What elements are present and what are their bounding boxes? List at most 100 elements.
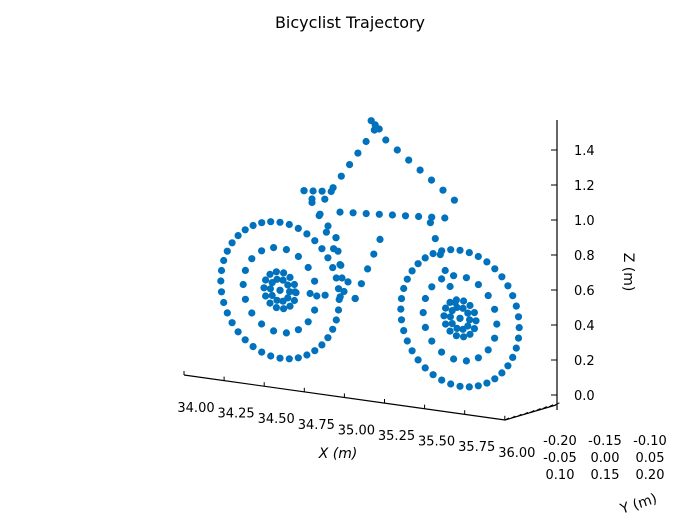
rear-wheel-point xyxy=(318,245,326,253)
seat-point xyxy=(327,187,335,196)
y-tick-label: 0.10 xyxy=(546,468,575,483)
torso-point xyxy=(346,161,354,169)
front-wheel-point xyxy=(442,304,450,312)
seat-tube-point xyxy=(351,294,359,303)
front-wheel-point xyxy=(421,323,429,331)
seat-tube-point xyxy=(322,228,330,236)
top-tube-point xyxy=(336,208,344,216)
rear-wheel-point xyxy=(270,244,278,252)
front-wheel-point xyxy=(470,309,478,317)
front-wheel-point xyxy=(509,353,517,361)
front-wheel-point xyxy=(438,376,446,384)
front-wheel-point xyxy=(514,313,523,321)
rear-wheel-point xyxy=(311,277,319,285)
rear-wheel-point xyxy=(268,279,276,287)
chain-stay-point xyxy=(321,291,329,299)
rear-wheel-point xyxy=(258,219,266,227)
rear-wheel-point xyxy=(241,336,249,344)
arm-point xyxy=(416,166,424,174)
top-tube-point xyxy=(349,209,357,217)
front-wheel-point xyxy=(440,312,448,320)
rear-wheel-point xyxy=(324,334,332,342)
front-wheel-point xyxy=(470,325,478,333)
rear-wheel-point xyxy=(223,309,231,317)
rear-wheel-point xyxy=(272,304,280,312)
y-tick xyxy=(504,417,510,421)
front-wheel-point xyxy=(397,295,406,303)
rear-wheel-point xyxy=(258,247,266,255)
front-wheel-point xyxy=(408,347,416,355)
front-wheel-point xyxy=(474,252,482,261)
seat-point xyxy=(318,187,326,195)
x-tick-label: 35.75 xyxy=(458,440,495,455)
front-wheel-point xyxy=(484,346,492,354)
front-wheel-point xyxy=(491,334,499,342)
fork-point xyxy=(436,251,444,259)
arm-point xyxy=(393,146,401,154)
front-wheel-point xyxy=(400,284,408,293)
front-wheel-point xyxy=(498,369,506,377)
y-tick-label: 0.05 xyxy=(636,451,665,466)
front-wheel-point xyxy=(421,364,429,372)
front-wheel-point xyxy=(462,274,470,282)
fork-point xyxy=(426,219,434,227)
front-wheel-point xyxy=(428,283,436,291)
rear-wheel-point xyxy=(286,288,294,296)
front-wheel-point xyxy=(446,298,454,306)
x-tick-label: 35.50 xyxy=(418,435,455,450)
rear-wheel-point xyxy=(241,266,249,274)
front-wheel-point xyxy=(438,275,446,283)
arm-point xyxy=(427,176,436,184)
front-wheel-point xyxy=(428,337,436,345)
down-tube-point xyxy=(364,265,372,273)
front-wheel-point xyxy=(448,320,456,328)
chain-stay-point xyxy=(291,288,299,296)
top-tube-point xyxy=(375,210,383,218)
seat-tube-point xyxy=(344,278,352,286)
front-wheel-point xyxy=(483,258,491,266)
shin-point xyxy=(332,234,340,242)
shin-point xyxy=(340,287,348,296)
x-tick-label: 35.25 xyxy=(378,429,415,444)
front-wheel-point xyxy=(491,265,499,273)
front-wheel-point xyxy=(421,294,429,303)
front-wheel-point xyxy=(456,382,464,390)
arm-point xyxy=(405,156,413,164)
front-wheel-point xyxy=(400,327,408,335)
y-tick-label: 0.20 xyxy=(636,468,665,483)
top-tube-point xyxy=(388,211,396,219)
seat-point xyxy=(309,187,317,195)
shin-point xyxy=(334,247,342,255)
front-wheel-point xyxy=(509,292,517,300)
rear-wheel-point xyxy=(268,291,276,300)
z-tick-label: 1.4 xyxy=(574,144,595,159)
z-tick-label: 0.8 xyxy=(574,249,595,264)
front-wheel-point xyxy=(514,334,523,342)
rear-wheel-point xyxy=(217,277,225,285)
down-tube-point xyxy=(376,235,384,243)
rear-wheel-point xyxy=(280,269,288,277)
z-tick-label: 1.0 xyxy=(574,214,595,229)
front-wheel-point xyxy=(446,327,454,335)
y-tick xyxy=(555,402,560,406)
x-tick-label: 34.25 xyxy=(217,407,254,422)
front-wheel-point xyxy=(466,301,474,310)
front-wheel-point xyxy=(464,309,472,317)
front-wheel-point xyxy=(456,246,464,254)
rear-wheel-point xyxy=(267,352,275,360)
x-tick-label: 34.00 xyxy=(177,401,214,416)
front-wheel-point xyxy=(459,304,467,312)
rear-wheel-point xyxy=(286,273,294,281)
rear-wheel-point xyxy=(276,354,284,362)
rear-wheel-point xyxy=(294,354,302,362)
rear-wheel-point xyxy=(266,270,274,278)
y-tick xyxy=(536,408,541,411)
rear-wheel-point xyxy=(285,355,293,363)
front-wheel-point xyxy=(414,356,422,364)
y-tick-label: -0.15 xyxy=(588,434,622,449)
front-wheel-point xyxy=(450,355,458,363)
y-tick xyxy=(523,411,529,415)
front-wheel-point xyxy=(462,357,470,365)
front-wheel-point xyxy=(429,250,437,258)
down-tube-point xyxy=(370,250,378,258)
